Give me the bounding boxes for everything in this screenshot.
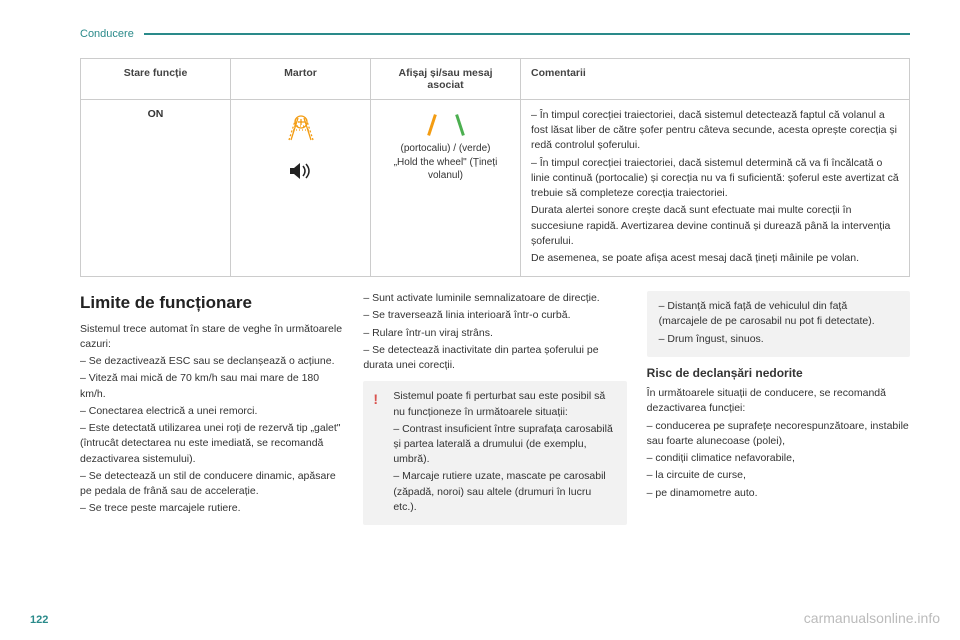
list-item: – Sunt activate luminile semnalizatoare … (363, 291, 626, 306)
speaker-icon (287, 161, 315, 184)
list-item: – Se traversează linia interioară într-o… (363, 308, 626, 323)
comment-line: – În timpul corecției traiectoriei, dacă… (531, 156, 899, 202)
list-item: – conducerea pe suprafețe necorespunzăto… (647, 419, 910, 449)
column-3: – Distanță mică față de vehiculul din fa… (647, 291, 910, 525)
list-item: – Viteză mai mică de 70 km/h sau mai mar… (80, 371, 343, 401)
note-item: – Contrast insuficient între suprafața c… (393, 422, 616, 468)
note-item: – Distanță mică față de vehiculul din fa… (659, 299, 898, 329)
limits-intro: Sistemul trece automat în stare de veghe… (80, 322, 343, 352)
list-item: – Este detectată utilizarea unei roți de… (80, 421, 343, 467)
comment-line: De asemenea, se poate afișa acest mesaj … (531, 251, 899, 266)
lane-line-green-icon (453, 114, 467, 136)
lane-line-orange-icon (425, 114, 439, 136)
limits-title: Limite de funcționare (80, 291, 343, 316)
state-value: ON (148, 108, 164, 120)
section-header: Conducere (80, 28, 910, 40)
lane-warning-icon (281, 112, 321, 142)
th-display: Afișaj și/sau mesaj asociat (371, 59, 521, 100)
exclamation-icon: ! (373, 389, 378, 409)
header-rule (144, 33, 910, 35)
cell-comments: – În timpul corecției traiectoriei, dacă… (521, 100, 910, 277)
body-columns: Limite de funcționare Sistemul trece aut… (80, 291, 910, 525)
table-row: ON (81, 100, 910, 277)
note-item: – Marcaje rutiere uzate, mascate pe caro… (393, 469, 616, 515)
warning-note: ! Sistemul poate fi perturbat sau este p… (363, 381, 626, 525)
th-comments: Comentarii (521, 59, 910, 100)
risk-subtitle: Risc de declanșări nedorite (647, 365, 910, 382)
list-item: – pe dinamometre auto. (647, 486, 910, 501)
display-caption-1: (portocaliu) / (verde) (381, 142, 510, 156)
list-item: – Se trece peste marcajele rutiere. (80, 501, 343, 516)
column-1: Limite de funcționare Sistemul trece aut… (80, 291, 343, 525)
cell-indicator (231, 100, 371, 277)
list-item: – la circuite de curse, (647, 468, 910, 483)
list-item: – Se detectează un stil de conducere din… (80, 469, 343, 499)
status-table: Stare funcție Martor Afișaj și/sau mesaj… (80, 58, 910, 277)
lane-color-icon (425, 114, 467, 136)
list-item: – Se detectează inactivitate din partea … (363, 343, 626, 373)
note-item: – Drum îngust, sinuos. (659, 332, 898, 347)
th-state: Stare funcție (81, 59, 231, 100)
cell-display: (portocaliu) / (verde) „Hold the wheel" … (371, 100, 521, 277)
note-continuation: – Distanță mică față de vehiculul din fa… (647, 291, 910, 357)
watermark: carmanualsonline.info (804, 610, 940, 626)
section-label: Conducere (80, 28, 134, 40)
comment-line: Durata alertei sonore crește dacă sunt e… (531, 203, 899, 249)
risk-intro: În următoarele situații de conducere, se… (647, 386, 910, 416)
note-lead: Sistemul poate fi perturbat sau este pos… (393, 389, 616, 419)
display-caption-2: „Hold the wheel" (Țineți volanul) (381, 156, 510, 183)
comment-line: – În timpul corecției traiectoriei, dacă… (531, 108, 899, 154)
column-2: – Sunt activate luminile semnalizatoare … (363, 291, 626, 525)
list-item: – Conectarea electrică a unei remorci. (80, 404, 343, 419)
page-number: 122 (30, 614, 48, 626)
cell-state: ON (81, 100, 231, 277)
list-item: – Rulare într-un viraj strâns. (363, 326, 626, 341)
list-item: – Se dezactivează ESC sau se declanșează… (80, 354, 343, 369)
th-indicator: Martor (231, 59, 371, 100)
list-item: – condiții climatice nefavorabile, (647, 451, 910, 466)
